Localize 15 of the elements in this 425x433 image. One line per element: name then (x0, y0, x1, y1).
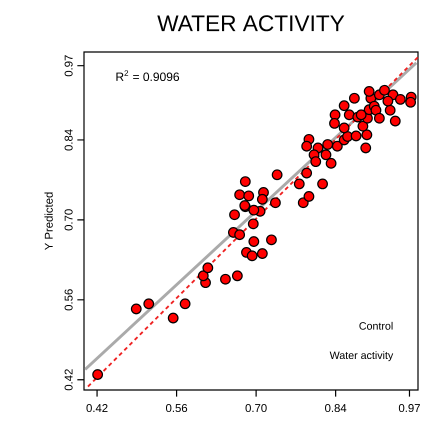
x-tick-label: 0.97 (398, 404, 420, 412)
y-tick-label: 0.97 (64, 55, 73, 76)
annotation: Water activity (330, 351, 394, 362)
annotation: Control (359, 322, 393, 330)
x-tick-label: 0.56 (166, 404, 188, 412)
y-tick-label: 0.84 (64, 129, 73, 151)
x-tick-label: 0.70 (246, 404, 267, 412)
y-tick-label: 0.42 (64, 369, 73, 390)
x-tick-label: 0.42 (86, 404, 108, 412)
chart-title: WATER ACTIVITY (157, 15, 344, 32)
annotation: R$^{2}$ = 0.9096 (116, 70, 180, 82)
y-tick-label: 0.56 (64, 289, 73, 310)
y-tick-label: 0.70 (64, 209, 73, 230)
x-tick-label: 0.84 (325, 404, 346, 412)
y-axis-title: Y Predicted (44, 192, 53, 250)
